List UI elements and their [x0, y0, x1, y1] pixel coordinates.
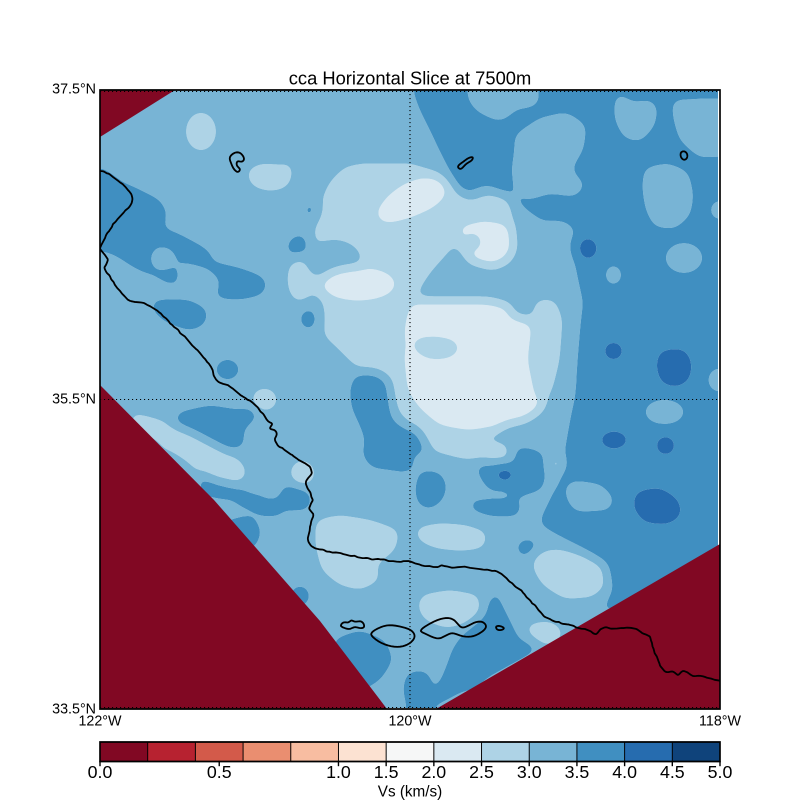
svg-text:118°W: 118°W [699, 714, 742, 730]
svg-text:35.5°N: 35.5°N [52, 391, 96, 407]
svg-text:2.0: 2.0 [421, 762, 446, 782]
svg-text:3.5: 3.5 [565, 762, 590, 782]
svg-text:2.5: 2.5 [469, 762, 494, 782]
svg-text:3.0: 3.0 [517, 762, 542, 782]
svg-text:Vs (km/s): Vs (km/s) [378, 784, 442, 801]
svg-text:1.0: 1.0 [326, 762, 351, 782]
svg-text:1.5: 1.5 [374, 762, 399, 782]
svg-text:4.0: 4.0 [612, 762, 637, 782]
svg-text:37.5°N: 37.5°N [52, 81, 96, 97]
svg-text:0.0: 0.0 [88, 762, 113, 782]
svg-text:122°W: 122°W [78, 714, 122, 730]
svg-text:4.5: 4.5 [660, 762, 685, 782]
svg-text:5.0: 5.0 [708, 762, 733, 782]
svg-text:33.5°N: 33.5°N [52, 702, 96, 718]
svg-text:120°W: 120°W [388, 714, 432, 730]
svg-text:cca Horizontal Slice at 7500m: cca Horizontal Slice at 7500m [289, 68, 531, 89]
svg-text:0.5: 0.5 [207, 762, 232, 782]
